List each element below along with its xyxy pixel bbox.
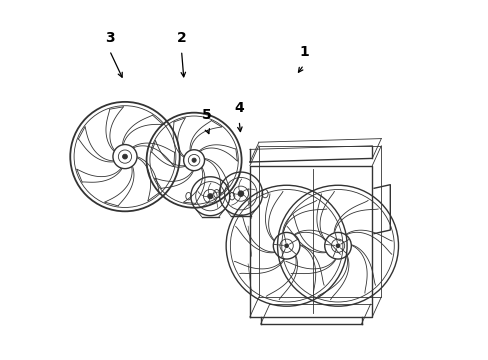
- Circle shape: [207, 194, 212, 198]
- Text: 3: 3: [104, 31, 114, 45]
- Text: 5: 5: [202, 108, 211, 122]
- Text: 1: 1: [299, 45, 308, 59]
- Circle shape: [335, 243, 340, 248]
- Circle shape: [192, 158, 196, 162]
- Circle shape: [238, 191, 243, 196]
- Circle shape: [284, 243, 288, 248]
- Text: 2: 2: [176, 31, 186, 45]
- Text: 4: 4: [234, 101, 244, 115]
- Circle shape: [122, 154, 127, 159]
